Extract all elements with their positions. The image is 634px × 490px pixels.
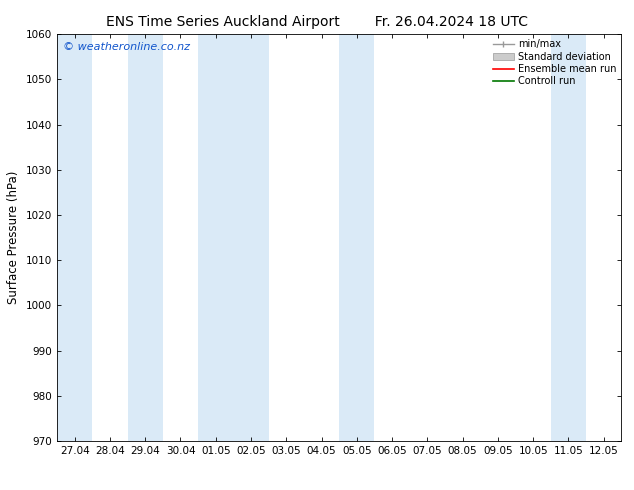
- Bar: [198, 34, 269, 441]
- Legend: min/max, Standard deviation, Ensemble mean run, Controll run: min/max, Standard deviation, Ensemble me…: [491, 37, 618, 88]
- Bar: [57, 34, 93, 441]
- Text: © weatheronline.co.nz: © weatheronline.co.nz: [63, 43, 190, 52]
- Bar: [551, 34, 586, 441]
- Bar: [127, 34, 163, 441]
- Text: ENS Time Series Auckland Airport        Fr. 26.04.2024 18 UTC: ENS Time Series Auckland Airport Fr. 26.…: [106, 15, 528, 29]
- Y-axis label: Surface Pressure (hPa): Surface Pressure (hPa): [8, 171, 20, 304]
- Bar: [339, 34, 375, 441]
